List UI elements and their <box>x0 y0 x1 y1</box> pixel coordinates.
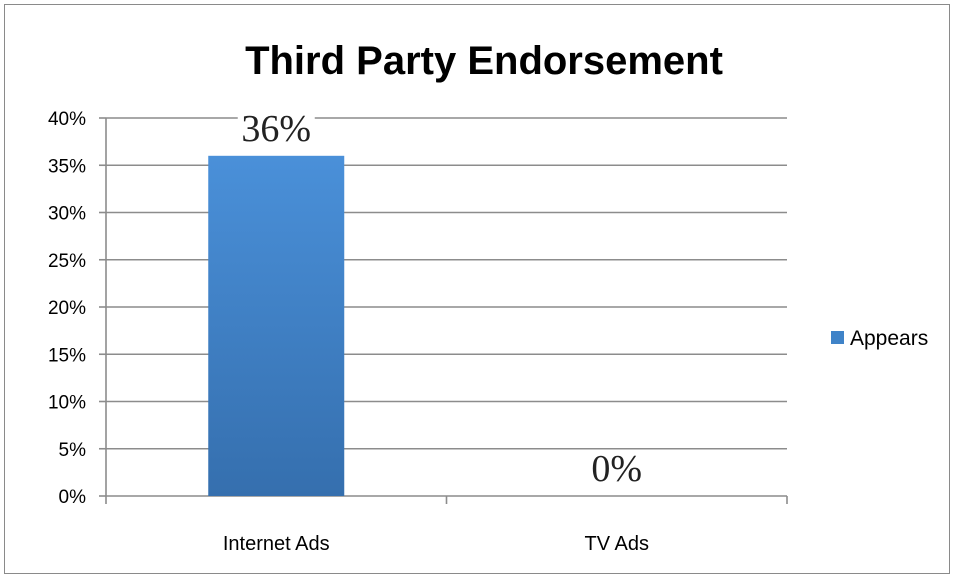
gridlines <box>106 117 787 450</box>
data-label: 0% <box>591 448 642 490</box>
y-tick-label: 10% <box>48 393 86 414</box>
data-labels: 36% 0% <box>237 108 645 490</box>
data-label-background <box>237 109 315 150</box>
y-tick-label: 15% <box>48 345 86 366</box>
chart-title: Third Party Endorsement <box>245 39 723 83</box>
y-tick-label: 5% <box>59 440 87 461</box>
bar-internet-ads <box>208 155 345 497</box>
y-tick-label: 25% <box>48 251 86 272</box>
x-category-label: TV Ads <box>585 533 649 555</box>
chart-frame <box>4 4 950 574</box>
x-category-label: Internet Ads <box>223 533 330 555</box>
legend: Appears <box>831 327 928 350</box>
y-axis-tick-labels: 0% 5% 10% 15% 20% 25% 30% 35% 40% <box>48 109 86 508</box>
legend-swatch-appears <box>831 331 844 344</box>
y-tick-label: 0% <box>59 487 87 508</box>
bars <box>208 155 345 497</box>
y-tick-label: 35% <box>48 156 86 177</box>
legend-label-appears: Appears <box>850 327 928 350</box>
axes <box>99 117 788 504</box>
y-tick-label: 20% <box>48 298 86 319</box>
y-tick-label: 30% <box>48 204 86 225</box>
data-label-background <box>588 450 645 490</box>
data-label: 36% <box>241 108 311 150</box>
y-tick-label: 40% <box>48 109 86 130</box>
x-axis-category-labels: Internet Ads TV Ads <box>223 533 649 555</box>
